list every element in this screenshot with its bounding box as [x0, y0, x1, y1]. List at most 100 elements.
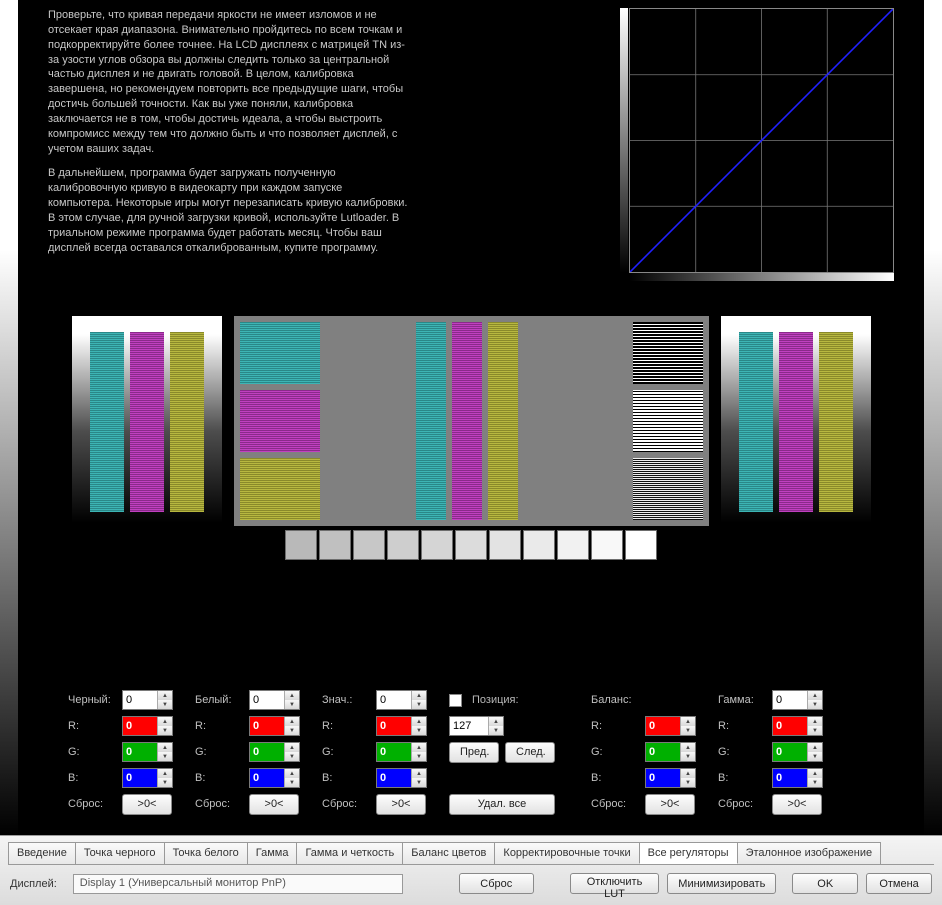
instruction-text: Проверьте, что кривая передачи яркости н… [48, 8, 408, 281]
transfer-curve-chart[interactable] [629, 8, 894, 273]
up-icon[interactable]: ▲ [158, 691, 172, 700]
reset-label: Сброс: [68, 798, 118, 810]
black-input[interactable] [123, 691, 157, 709]
bottom-reset-button[interactable]: Сброс [459, 873, 534, 894]
block-cyan [240, 322, 320, 384]
position-label: Позиция: [472, 694, 519, 706]
black-b-input[interactable] [123, 769, 157, 787]
test-patterns [48, 316, 894, 560]
balance-column: Баланс: R:▲▼ G:▲▼ B:▲▼ Сброс:>0< [591, 689, 696, 815]
display-selector[interactable]: Display 1 (Универсальный монитор PnP) [73, 874, 403, 894]
pattern-left [72, 316, 222, 546]
tab-гамма[interactable]: Гамма [247, 842, 298, 864]
block-yellow [240, 458, 320, 520]
disable-lut-button[interactable]: Отключить LUT [570, 873, 660, 894]
next-button[interactable]: След. [505, 742, 555, 763]
cancel-button[interactable]: Отмена [866, 873, 932, 894]
gamma-b-spinner[interactable]: ▲▼ [772, 768, 823, 788]
balance-reset-button[interactable]: >0< [645, 794, 695, 815]
white-spinner[interactable]: ▲▼ [249, 690, 300, 710]
gamma-column: Гамма:▲▼ R:▲▼ G:▲▼ B:▲▼ Сброс:>0< [718, 689, 823, 815]
value-g-spinner[interactable]: ▲▼ [376, 742, 427, 762]
gray-square[interactable] [285, 530, 317, 560]
tabs-row: ВведениеТочка черногоТочка белогоГаммаГа… [0, 836, 942, 864]
minimize-button[interactable]: Минимизировать [667, 873, 776, 894]
gray-square[interactable] [523, 530, 555, 560]
gray-square[interactable] [625, 530, 657, 560]
center-stripes [416, 322, 536, 520]
balance-r-spinner[interactable]: ▲▼ [645, 716, 696, 736]
gray-square[interactable] [591, 530, 623, 560]
gamma-r-spinner[interactable]: ▲▼ [772, 716, 823, 736]
position-column: Позиция: ▲▼ Пред. След. Удал. все [449, 689, 569, 815]
gray-square[interactable] [557, 530, 589, 560]
white-reset-button[interactable]: >0< [249, 794, 299, 815]
tab-точка-черного[interactable]: Точка черного [75, 842, 165, 864]
value-label: Знач.: [322, 694, 372, 706]
tab-гамма-и-четкость[interactable]: Гамма и четкость [296, 842, 403, 864]
down-icon[interactable]: ▼ [158, 700, 172, 709]
tab-корректировочные-точки[interactable]: Корректировочные точки [494, 842, 639, 864]
tab-все-регуляторы[interactable]: Все регуляторы [639, 842, 738, 864]
curve-horizontal-gradient [629, 273, 894, 281]
white-label: Белый: [195, 694, 245, 706]
white-input[interactable] [250, 691, 284, 709]
value-spinner[interactable]: ▲▼ [376, 690, 427, 710]
position-checkbox[interactable] [449, 694, 462, 707]
bw-pattern-3 [633, 458, 703, 520]
tab-эталонное-изображение[interactable]: Эталонное изображение [737, 842, 882, 864]
instruction-p2: В дальнейшем, программа будет загружать … [48, 166, 408, 255]
balance-g-spinner[interactable]: ▲▼ [645, 742, 696, 762]
value-column: Знач.:▲▼ R:▲▼ G:▲▼ B:▲▼ Сброс:>0< [322, 689, 427, 815]
gray-square[interactable] [319, 530, 351, 560]
prev-button[interactable]: Пред. [449, 742, 499, 763]
b-label: B: [68, 772, 118, 784]
value-b-spinner[interactable]: ▲▼ [376, 768, 427, 788]
tab-баланс-цветов[interactable]: Баланс цветов [402, 842, 495, 864]
tab-введение[interactable]: Введение [8, 842, 76, 864]
gamma-label: Гамма: [718, 694, 768, 706]
gray-squares-row [234, 530, 709, 560]
black-g-input[interactable] [123, 743, 157, 761]
cyan-stripe-r [739, 332, 773, 512]
ok-button[interactable]: OK [792, 873, 858, 894]
gamma-spinner[interactable]: ▲▼ [772, 690, 823, 710]
gray-square[interactable] [489, 530, 521, 560]
instruction-p1: Проверьте, что кривая передачи яркости н… [48, 8, 408, 156]
curve-vertical-gradient [620, 8, 628, 273]
controls-panel: Черный:▲▼ R:▲▼ G:▲▼ B:▲▼ Сброс:>0< Белый… [68, 689, 874, 815]
white-g-spinner[interactable]: ▲▼ [249, 742, 300, 762]
black-r-input[interactable] [123, 717, 157, 735]
white-r-spinner[interactable]: ▲▼ [249, 716, 300, 736]
value-r-spinner[interactable]: ▲▼ [376, 716, 427, 736]
white-b-spinner[interactable]: ▲▼ [249, 768, 300, 788]
r-label: R: [68, 720, 118, 732]
gray-square[interactable] [455, 530, 487, 560]
gamma-reset-button[interactable]: >0< [772, 794, 822, 815]
block-magenta [240, 390, 320, 452]
magenta-stripe-r [779, 332, 813, 512]
balance-b-spinner[interactable]: ▲▼ [645, 768, 696, 788]
gray-square[interactable] [421, 530, 453, 560]
value-reset-button[interactable]: >0< [376, 794, 426, 815]
gray-square[interactable] [387, 530, 419, 560]
black-r-spinner[interactable]: ▲▼ [122, 716, 173, 736]
g-label: G: [68, 746, 118, 758]
gamma-g-spinner[interactable]: ▲▼ [772, 742, 823, 762]
gray-square[interactable] [353, 530, 385, 560]
black-column: Черный:▲▼ R:▲▼ G:▲▼ B:▲▼ Сброс:>0< [68, 689, 173, 815]
black-g-spinner[interactable]: ▲▼ [122, 742, 173, 762]
black-reset-button[interactable]: >0< [122, 794, 172, 815]
display-label: Дисплей: [10, 878, 65, 890]
black-spinner[interactable]: ▲▼ [122, 690, 173, 710]
pattern-right [721, 316, 871, 546]
curve-panel [629, 8, 894, 281]
magenta-stripe [130, 332, 164, 512]
delete-all-button[interactable]: Удал. все [449, 794, 555, 815]
bw-pattern-1 [633, 322, 703, 384]
black-b-spinner[interactable]: ▲▼ [122, 768, 173, 788]
tab-точка-белого[interactable]: Точка белого [164, 842, 248, 864]
position-spinner[interactable]: ▲▼ [449, 716, 504, 736]
cyan-stripe [90, 332, 124, 512]
balance-label: Баланс: [591, 694, 641, 706]
